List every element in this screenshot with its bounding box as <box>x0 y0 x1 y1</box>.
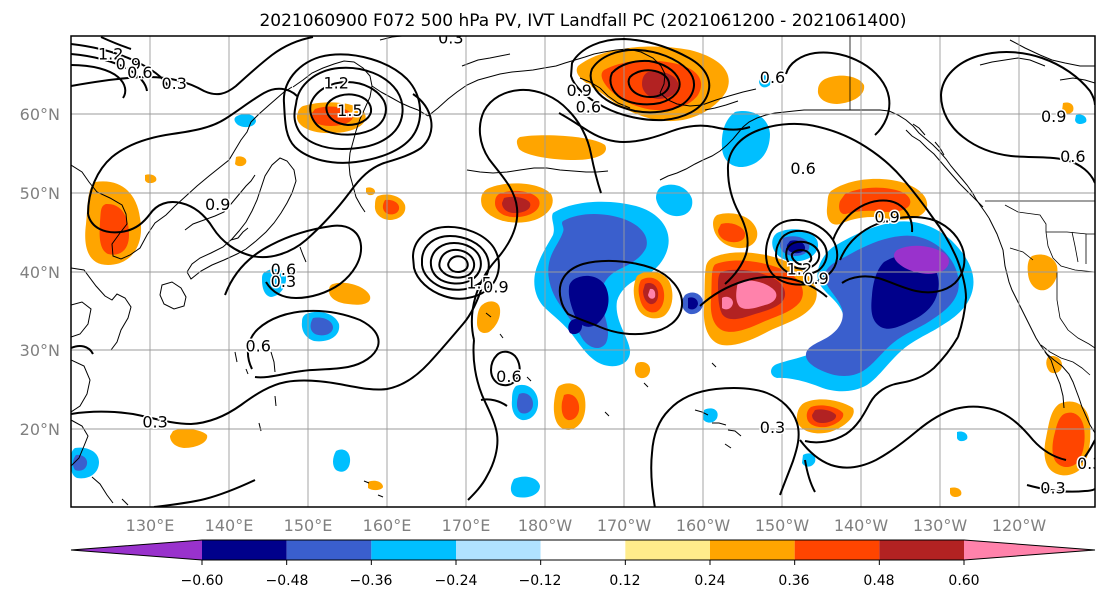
colorbar-label-neg-0-48: −0.48 <box>266 573 309 589</box>
colorbar-segment <box>625 540 710 560</box>
contour-label: 0.3 <box>161 74 186 93</box>
contour-label: 0.6 <box>1060 147 1085 166</box>
contour-label: 1.2 <box>98 44 123 63</box>
lat-label-30n: 30°N <box>20 341 60 360</box>
gridlines <box>71 36 1095 507</box>
positive-shading-bering <box>576 46 729 122</box>
coastlines <box>71 36 1095 506</box>
contour-label: 1.2 <box>787 259 812 278</box>
orange-shading-far-west <box>85 181 142 265</box>
contour-label: 0.6 <box>790 159 815 178</box>
colorbar-segment <box>710 540 795 560</box>
lat-label-60n: 60°N <box>20 105 60 124</box>
positive-shading-west-small <box>145 156 406 491</box>
colorbar-segment <box>286 540 372 560</box>
lon-label-160e: 160°E <box>363 516 412 535</box>
contour-label: 0.9 <box>803 269 828 288</box>
contour-label: 0.9 <box>116 55 141 74</box>
negative-shading-central-pacific <box>511 184 718 423</box>
contour-label: 1.5 <box>337 101 362 120</box>
negative-shading-northeast-pacific <box>721 75 974 467</box>
lat-label-20n: 20°N <box>20 420 60 439</box>
colorbar-extension-low <box>71 540 202 560</box>
lon-label-140e: 140°E <box>205 516 254 535</box>
colorbar-segment <box>456 540 541 560</box>
colorbar-label-neg-0-60: −0.60 <box>181 573 224 589</box>
contour-label: 0.3 <box>271 272 296 291</box>
lon-label-160w: 160°W <box>676 516 731 535</box>
colorbar-segment <box>202 540 287 560</box>
contour-label: 0.6 <box>127 63 152 82</box>
contour-label: 0.9 <box>1041 107 1066 126</box>
lon-label-130w: 130°W <box>913 516 968 535</box>
colorbar-extension-high <box>964 540 1095 560</box>
figure-title: 2021060900 F072 500 hPa PV, IVT Landfall… <box>259 11 906 31</box>
pv-contour-labels: 1.20.90.60.3 1.21.50.30.90.60.3 1.50.90.60… <box>96 29 1102 499</box>
contour-label: 0.3 <box>1040 478 1065 497</box>
lon-label-170w: 170°W <box>597 516 652 535</box>
contour-label: 0.9 <box>205 195 230 214</box>
contour-label: 0.6 <box>496 367 521 386</box>
contour-label: 0.9 <box>483 278 508 297</box>
contour-label: 0.6 <box>760 68 785 87</box>
pv-contours <box>71 36 1095 507</box>
colorbar-segments <box>71 540 1095 560</box>
lat-label-40n: 40°N <box>20 263 60 282</box>
lon-label-120w: 120°W <box>992 516 1047 535</box>
contour-label: 0.3 <box>1077 454 1102 473</box>
contour-label: 0.3 <box>438 29 463 48</box>
contour-label: 0.6 <box>271 260 296 279</box>
contour-label: 1.5 <box>466 274 491 293</box>
colorbar-label-0-60: 0.60 <box>948 573 979 589</box>
map-content: 1.20.90.60.3 1.21.50.30.90.60.3 1.50.90.60… <box>71 29 1102 507</box>
contour-label: 0.3 <box>142 413 167 432</box>
colorbar-segment <box>540 540 626 560</box>
colorbar-label-0-12: 0.12 <box>609 573 640 589</box>
lon-label-180w: 180°W <box>518 516 573 535</box>
lon-label-130e: 130°E <box>126 516 175 535</box>
colorbar-label-0-48: 0.48 <box>863 573 894 589</box>
contour-label: 1.2 <box>323 73 348 92</box>
lon-label-150e: 150°E <box>284 516 333 535</box>
colorbar-labels: −0.60 −0.48 −0.36 −0.24 −0.12 0.12 0.24 … <box>181 573 980 589</box>
colorbar-ticks <box>201 560 965 565</box>
colorbar-label-neg-0-36: −0.36 <box>350 573 393 589</box>
latitude-labels: 60°N 50°N 40°N 30°N 20°N <box>20 105 60 439</box>
lon-label-140w: 140°W <box>834 516 889 535</box>
lat-label-50n: 50°N <box>20 184 60 203</box>
colorbar-label-neg-0-12: −0.12 <box>519 573 562 589</box>
contour-label: 0.6 <box>576 98 601 117</box>
colorbar-label-0-24: 0.24 <box>694 573 725 589</box>
colorbar-label-neg-0-24: −0.24 <box>435 573 478 589</box>
colorbar-segment <box>879 540 964 560</box>
pv-anomaly-shading <box>71 46 1091 498</box>
map-frame <box>70 35 1096 508</box>
political-boundaries <box>849 36 1095 376</box>
colorbar-segment <box>371 540 456 560</box>
lon-label-150w: 150°W <box>755 516 810 535</box>
contour-label: 0.3 <box>760 418 785 437</box>
longitude-labels: 130°E 140°E 150°E 160°E 170°E 180°W 170°… <box>126 516 1047 535</box>
colorbar-segment <box>794 540 880 560</box>
colorbar-label-0-36: 0.36 <box>778 573 809 589</box>
contour-label: 0.9 <box>874 208 899 227</box>
colorbar: −0.60 −0.48 −0.36 −0.24 −0.12 0.12 0.24 … <box>70 539 1096 589</box>
lon-label-170e: 170°E <box>442 516 491 535</box>
contour-label: 0.9 <box>566 81 591 100</box>
contour-label: 0.6 <box>245 336 270 355</box>
